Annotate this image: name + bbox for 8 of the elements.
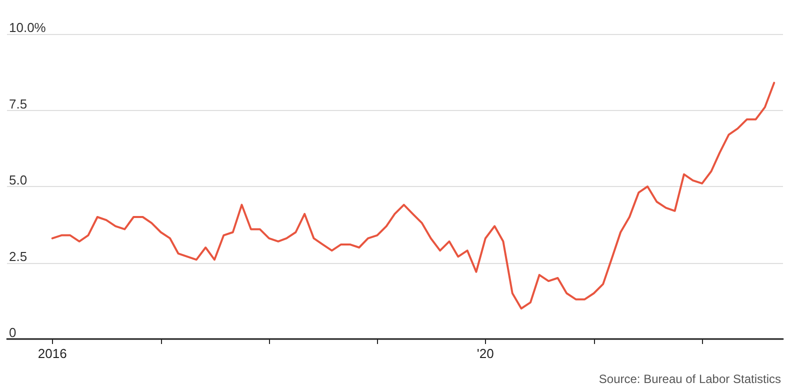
x-tick-label: '20 xyxy=(476,346,494,361)
y-tick-label: 2.5 xyxy=(9,248,28,264)
source-note: Source: Bureau of Labor Statistics xyxy=(598,372,782,386)
y-tick-label: 7.5 xyxy=(9,96,28,112)
y-tick-label: 5.0 xyxy=(9,172,28,188)
x-tick-label: 2016 xyxy=(38,346,67,361)
y-tick-label: 10.0% xyxy=(9,20,46,35)
y-tick-label: 0 xyxy=(9,325,16,340)
